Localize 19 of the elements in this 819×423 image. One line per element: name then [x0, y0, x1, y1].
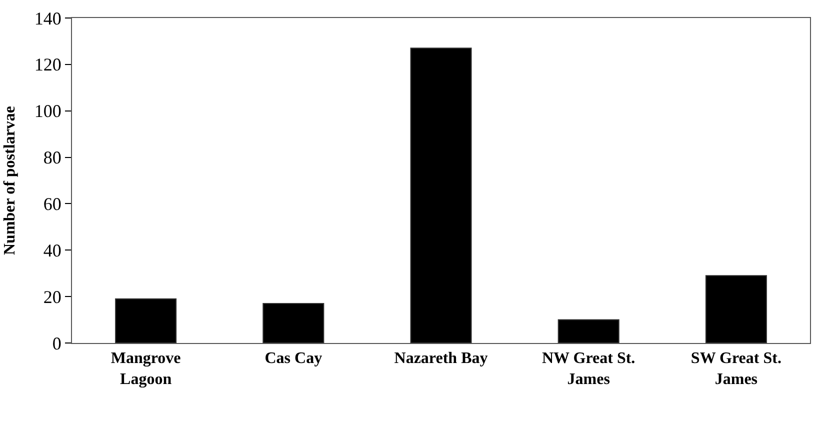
bar: [410, 48, 472, 343]
x-tick-label: Nazareth Bay: [394, 350, 488, 368]
bar: [262, 303, 324, 343]
y-tick-label: 120: [34, 54, 62, 75]
y-tick-label: 140: [34, 8, 62, 28]
y-axis-title: Number of postlarvae: [1, 106, 18, 256]
y-tick-label: 100: [34, 101, 62, 122]
y-tick-label: 60: [43, 194, 62, 214]
x-tick-label: SW Great St. James: [690, 350, 782, 388]
y-tick-label: 20: [43, 286, 62, 307]
x-tick-label: NW Great St. James: [542, 350, 636, 388]
y-tick-label: 80: [43, 148, 62, 168]
bar: [115, 298, 177, 343]
x-tick-label: Mangrove Lagoon: [110, 350, 181, 388]
y-tick-label: 0: [52, 333, 62, 354]
x-tick-label: Cas Cay: [264, 350, 322, 368]
bar: [558, 319, 620, 343]
bar: [705, 275, 767, 343]
y-tick-label: 40: [43, 240, 62, 260]
